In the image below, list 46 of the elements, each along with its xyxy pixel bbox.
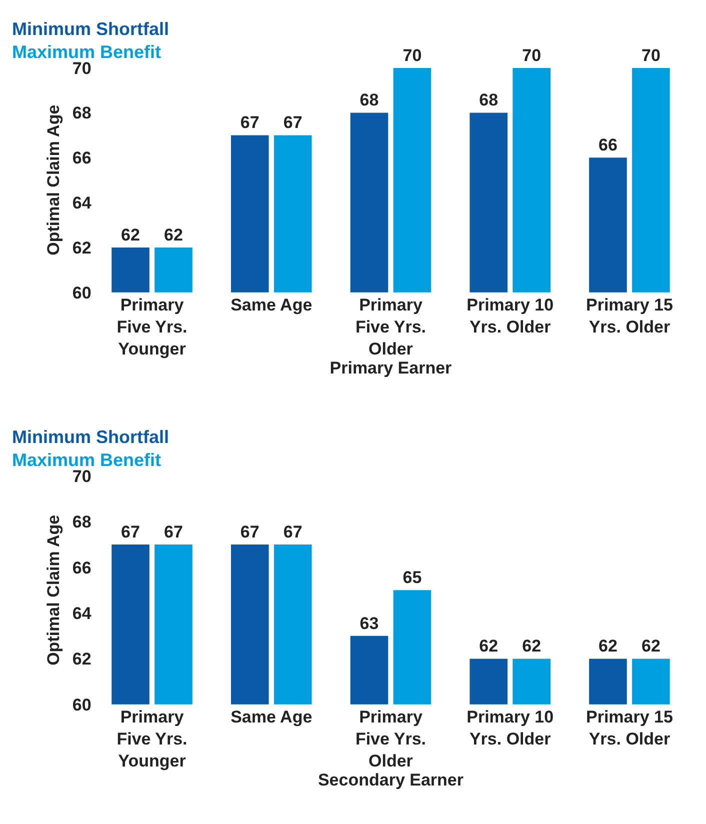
data-label: 68: [479, 90, 498, 110]
data-label: 67: [283, 113, 302, 132]
y-tick-label: 62: [72, 650, 92, 669]
x-axis-title: Secondary Earner: [318, 770, 464, 790]
data-label: 65: [402, 568, 422, 588]
y-tick-label: 64: [72, 194, 92, 213]
data-label: 62: [522, 636, 542, 656]
y-tick-label: 68: [72, 104, 92, 123]
y-tick-label: 60: [72, 695, 92, 714]
x-tick-label: Primary 10 Yrs. Older: [466, 707, 554, 749]
x-tick-label: Primary Five Yrs. Younger: [116, 707, 188, 771]
x-tick-label: Primary Five Yrs. Older: [355, 295, 426, 359]
data-label: 67: [240, 113, 260, 132]
y-tick-label: 68: [72, 512, 92, 532]
x-tick-label: Primary 15 Yrs. Older: [586, 295, 673, 336]
data-label: 62: [121, 225, 140, 244]
data-label: 70: [522, 46, 542, 65]
x-tick-label: Primary Five Yrs. Older: [355, 707, 426, 771]
y-tick-label: 60: [72, 283, 92, 302]
x-tick-label: Same Age: [230, 707, 312, 726]
y-axis-title: Optimal Claim Age: [44, 104, 63, 256]
data-label: 70: [402, 46, 422, 65]
data-label: 63: [360, 614, 379, 633]
data-label: 67: [164, 522, 183, 542]
y-axis-title: Optimal Claim Age: [44, 514, 63, 666]
data-label: 62: [641, 636, 660, 656]
data-label: 62: [598, 636, 618, 656]
y-tick-label: 64: [72, 604, 92, 623]
x-tick-label: Same Age: [230, 295, 312, 314]
y-tick-label: 62: [72, 238, 92, 258]
data-label: 68: [360, 90, 379, 110]
data-label: 67: [240, 522, 260, 542]
y-tick-label: 66: [72, 148, 92, 168]
x-tick-label: Primary 15 Yrs. Older: [586, 707, 673, 749]
data-label: 62: [164, 225, 183, 244]
data-label: 67: [283, 522, 302, 542]
data-label: 70: [641, 46, 660, 65]
x-axis-title: Primary Earner: [330, 358, 452, 378]
x-tick-label: Primary Five Yrs. Younger: [116, 295, 188, 359]
x-tick-label: Primary 10 Yrs. Older: [466, 295, 554, 336]
data-label: 62: [479, 636, 498, 656]
data-label: 67: [121, 522, 140, 542]
text: Minimum Shortfall: [12, 427, 169, 447]
y-tick-label: 66: [72, 558, 92, 578]
text: Minimum Shortfall: [12, 19, 169, 39]
data-label: 66: [598, 136, 618, 155]
